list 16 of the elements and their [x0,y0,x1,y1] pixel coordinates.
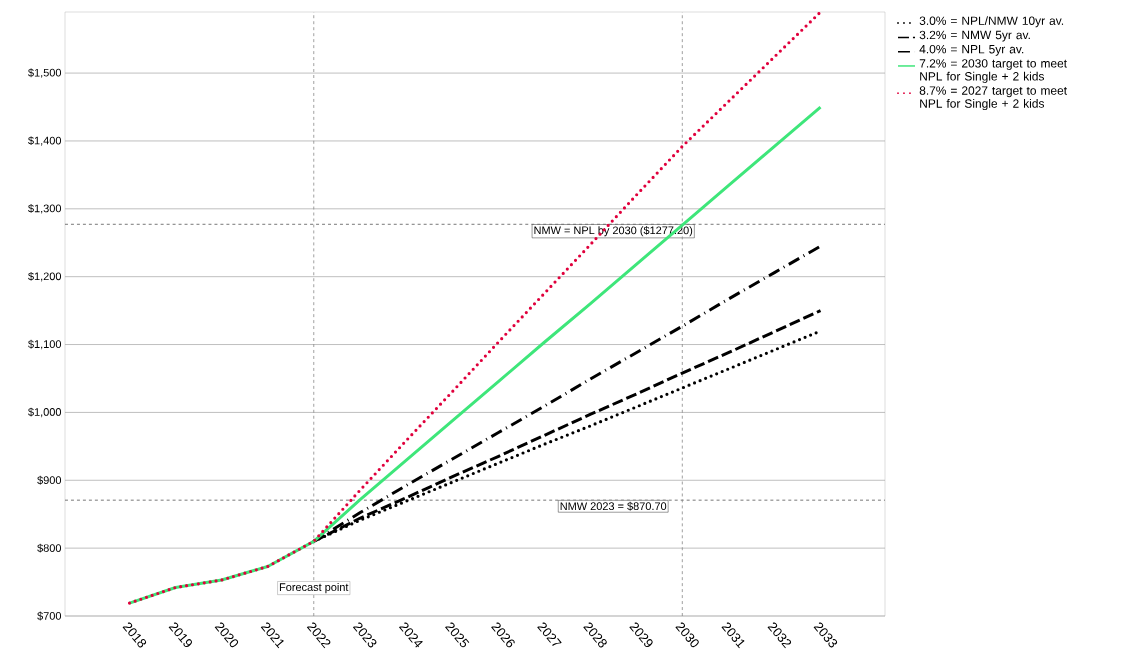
legend-label: 3.0% = NPL/NMW 10yr av. [919,16,1064,28]
y-tick-label: $700 [37,611,62,621]
ref-line-label: Forecast point [279,582,349,594]
legend-label: 7.2% = 2030 target to meet NPL for Single + 2 kids [919,59,1067,83]
y-tick-label: $1,400 [28,136,62,146]
y-tick-label: $1,200 [28,271,62,282]
y-tick-label: $1,000 [28,407,62,418]
legend-label: 4.0% = NPL 5yr av. [919,44,1024,56]
ref-line-label: NMW 2023 = $870.70 [560,501,667,511]
y-tick-label: $900 [37,475,62,485]
y-tick-label: $1,100 [28,339,62,350]
y-tick-label: $800 [37,543,62,553]
legend-label: 3.2% = NMW 5yr av. [919,30,1030,42]
y-tick-label: $1,300 [28,204,62,214]
legend-label: 8.7% = 2027 target to meet NPL for Single + 2 kids [919,86,1067,111]
y-tick-label: $1,500 [28,68,62,78]
